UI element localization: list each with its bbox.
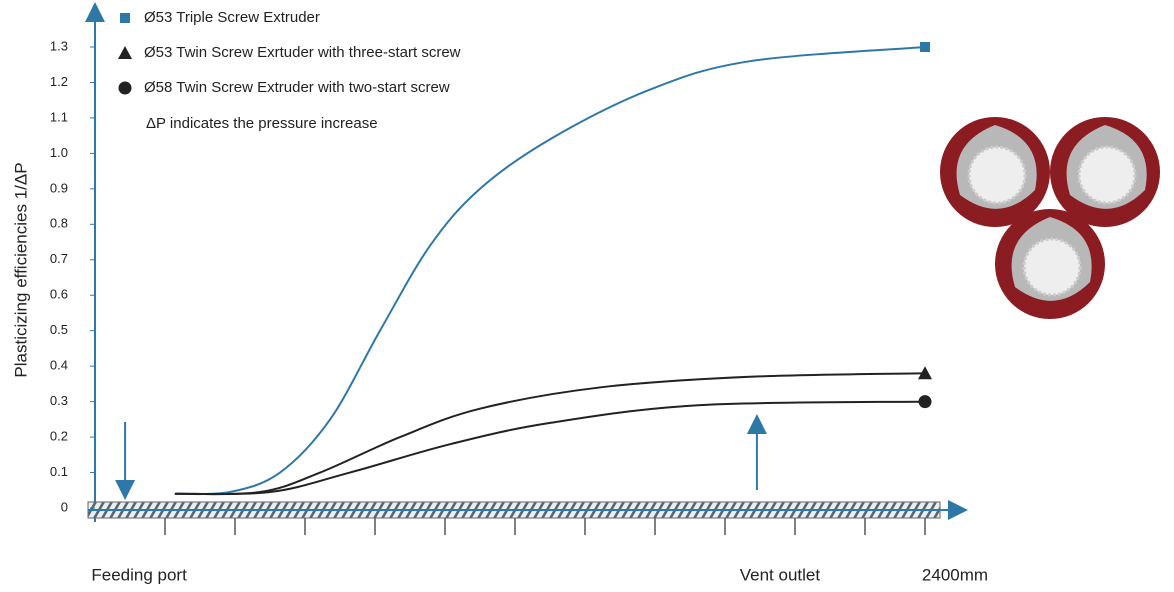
y-tick-label: 0.2 — [50, 429, 68, 444]
y-tick-label: 0.9 — [50, 180, 68, 195]
y-tick-label: 1.1 — [50, 109, 68, 124]
y-tick-label: 0.4 — [50, 358, 68, 373]
x-tick-label: 2400mm — [922, 565, 988, 584]
y-tick-label: 0.1 — [50, 464, 68, 479]
legend-marker — [119, 82, 132, 95]
y-axis-label: Plasticizing efficiencies 1/ΔP — [11, 162, 30, 377]
legend-label: Ø53 Triple Screw Extruder — [144, 9, 320, 26]
y-tick-label: 0.7 — [50, 251, 68, 266]
page: Plasticizing efficiencies 1/ΔP 0 0.1 0.2 0.… — [0, 0, 1174, 592]
chart: Plasticizing efficiencies 1/ΔP 0 0.1 0.2 0.… — [0, 0, 1174, 587]
end-marker — [920, 42, 930, 52]
rotor-illustration — [940, 117, 1160, 319]
line — [175, 402, 925, 495]
y-tick-label: 1.2 — [50, 74, 68, 89]
legend-marker — [118, 46, 132, 59]
y-tick-label: 0.5 — [50, 322, 68, 337]
y-tick-label: 0.3 — [50, 393, 68, 408]
y-tick-label: 1.3 — [50, 38, 68, 53]
legend-label: Ø53 Twin Screw Exrtuder with three-start… — [144, 44, 461, 61]
end-marker — [919, 395, 932, 408]
y-tick-label: 0.8 — [50, 216, 68, 231]
legend-marker — [120, 13, 130, 23]
screw-segments — [165, 518, 865, 535]
x-tick-label: Feeding port — [91, 565, 187, 584]
legend-label: Ø58 Twin Screw Extruder with two-start s… — [144, 79, 450, 96]
annotation: ΔP indicates the pressure increase — [146, 115, 378, 132]
line — [175, 373, 925, 494]
y-tick-label: 0.6 — [50, 287, 68, 302]
x-tick-label: Vent outlet — [740, 565, 821, 584]
y-tick-label: 0 — [61, 499, 68, 514]
y-tick-label: 1.0 — [50, 145, 68, 160]
